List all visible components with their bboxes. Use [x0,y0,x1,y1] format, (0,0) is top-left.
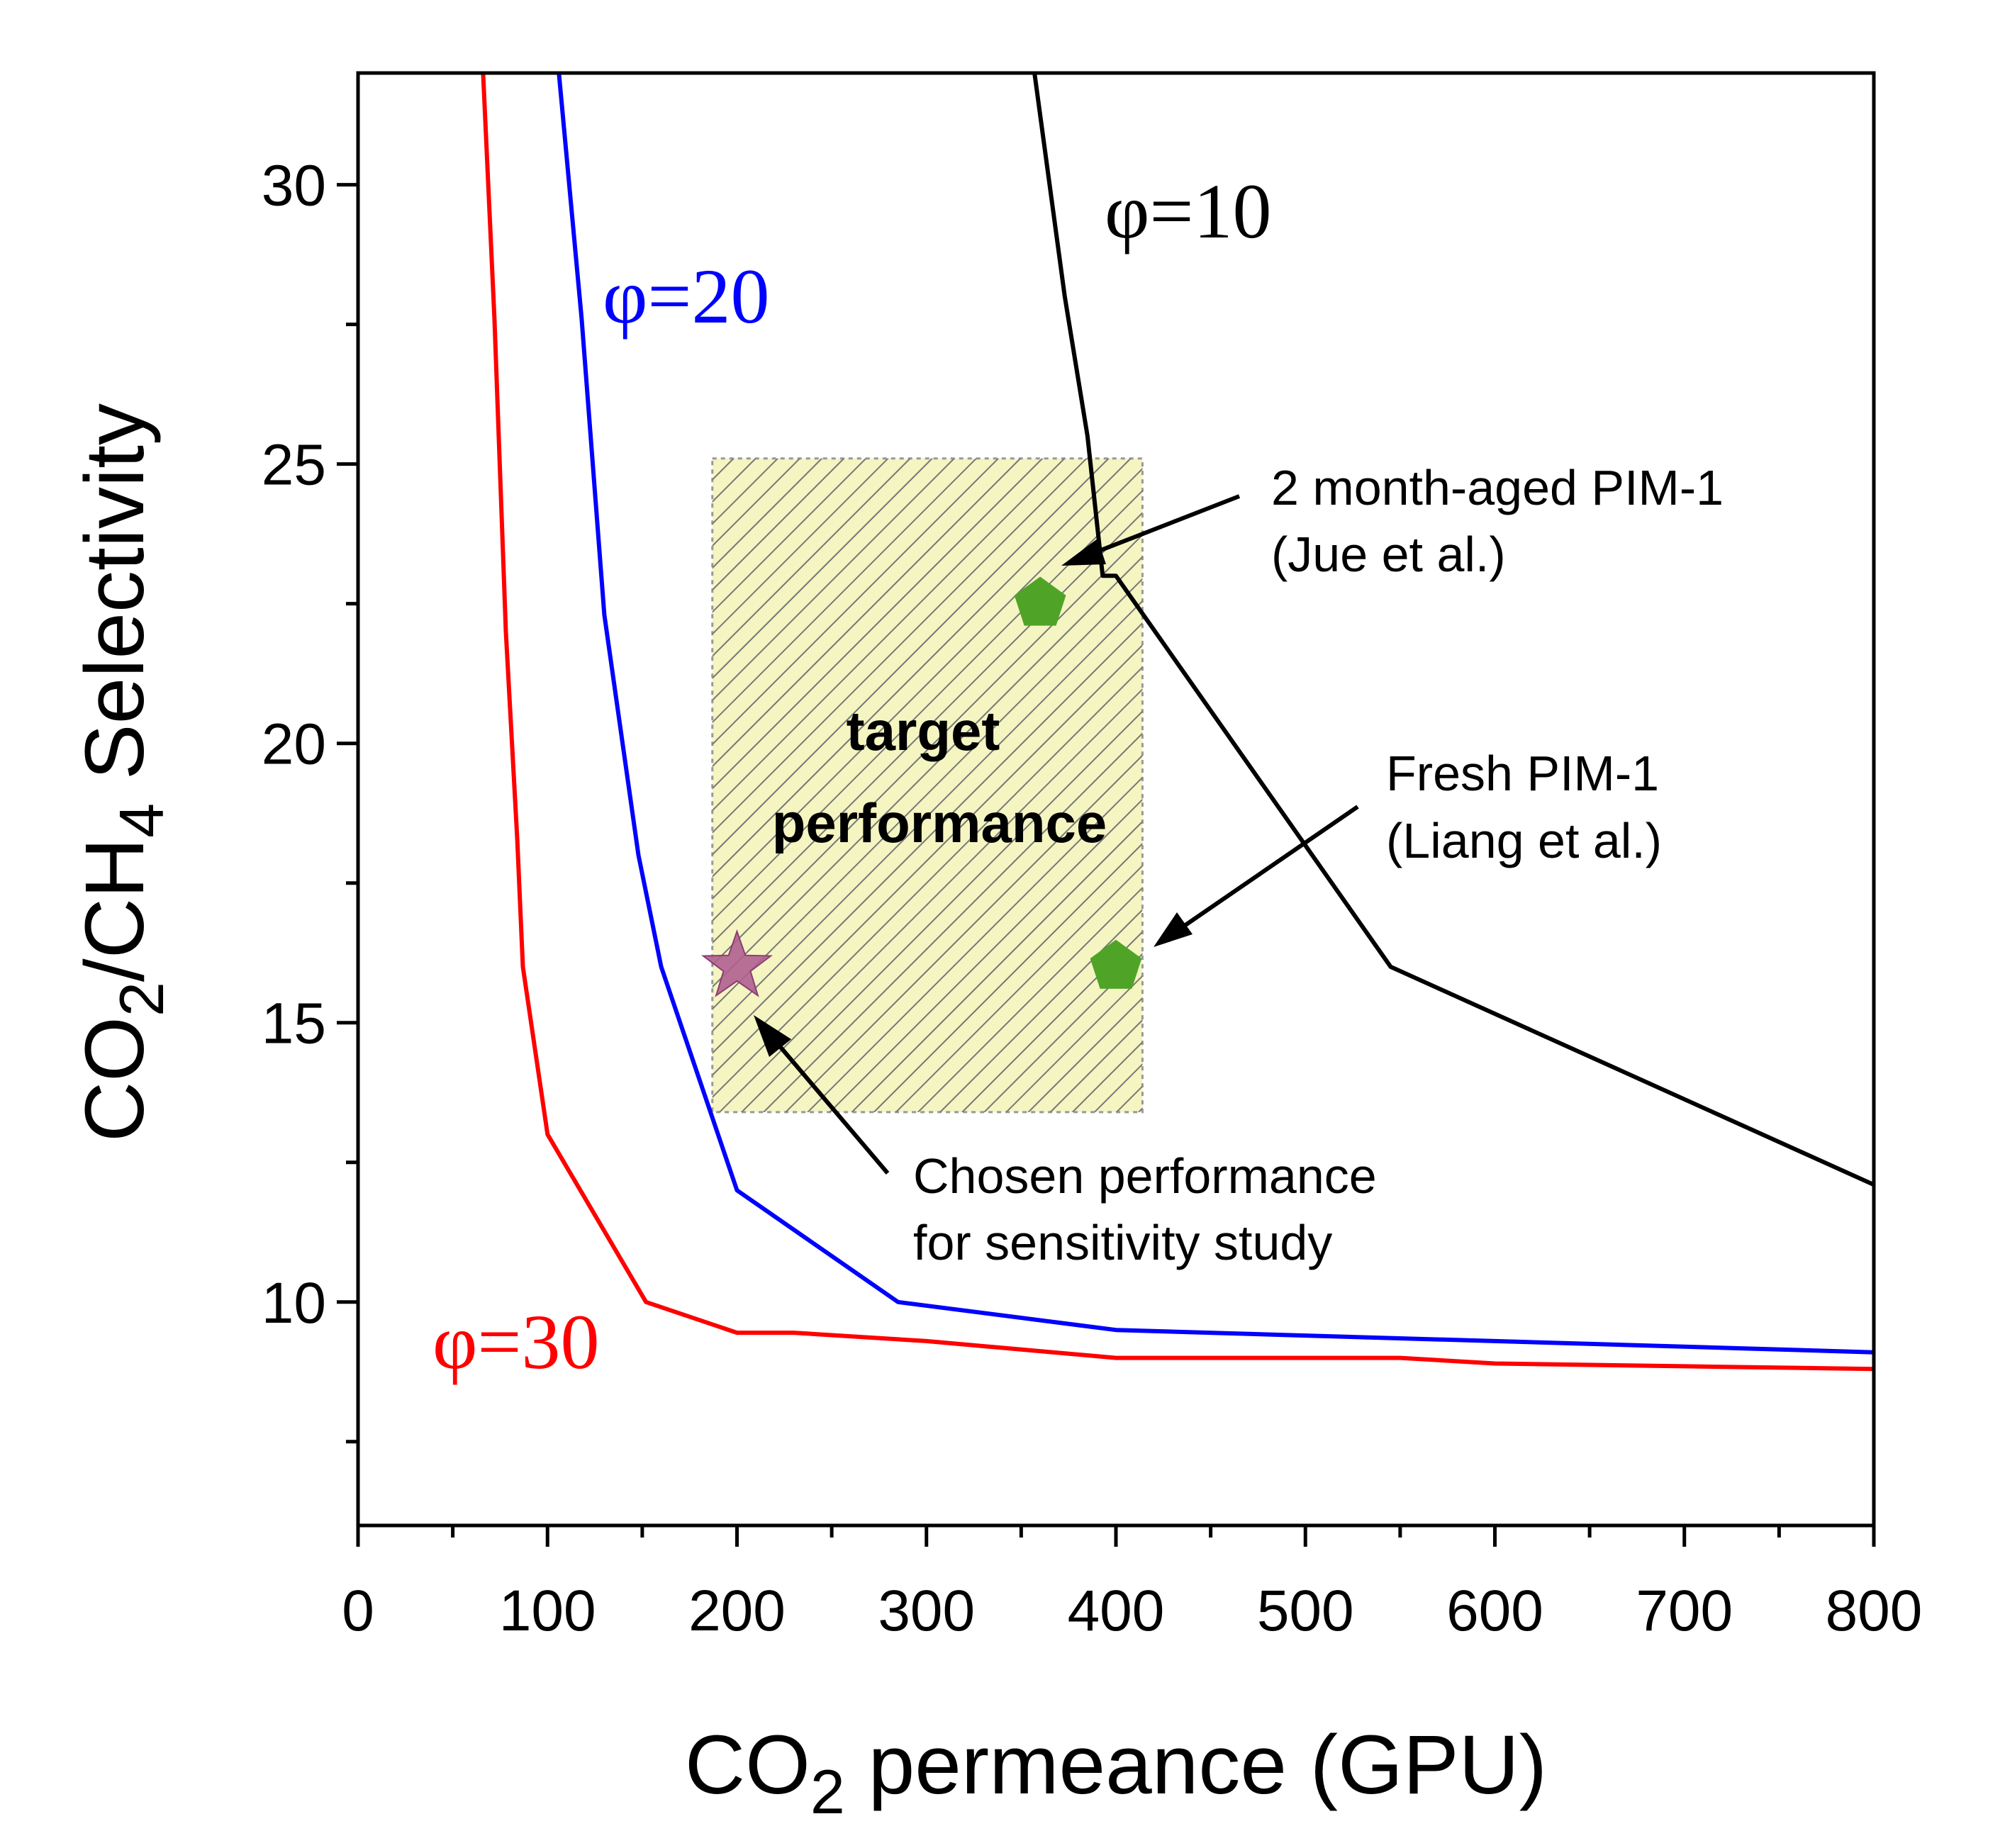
target-region-hatch [712,458,1143,1112]
arrow-chosen [769,1035,890,1175]
annotation-aged-pim1-line2: (Jue et al.) [1271,527,1506,582]
marker-fresh-pim1 [1090,939,1142,989]
annotation-arrows [754,494,1359,1175]
series-line-phi10 [1032,73,1874,1187]
x-tick-label: 400 [1068,1579,1165,1643]
series-label-phi30: φ=30 [432,1299,600,1385]
y-tick-label: 30 [262,154,326,218]
y-tick-label: 15 [262,992,326,1056]
x-tick-label: 200 [688,1579,786,1643]
marker-aged-pim1 [1014,576,1066,626]
target-region [711,457,1144,1114]
arrowhead-chosen [754,1015,791,1057]
series-line-phi30 [481,73,1874,1372]
arrowhead-fresh-pim1 [1154,912,1193,947]
x-axis-title: CO2 permeance (GPU) [685,1718,1547,1827]
annotation-chosen-line2: for sensitivity study [913,1215,1332,1270]
x-tick-label: 100 [499,1579,596,1643]
x-tick-label: 300 [878,1579,975,1643]
x-tick-label: 500 [1257,1579,1354,1643]
y-axis-title: CO2/CH4 Selectivity [68,403,177,1142]
series-layer [481,73,1874,1372]
series-label-phi20: φ=20 [603,253,770,340]
axis-layer: 0 100 200 300 400 500 600 700 800 10 15 20 25 30 [262,154,1923,1643]
x-tick-label: 0 [342,1579,374,1643]
x-tick-label: 700 [1636,1579,1733,1643]
marker-layer [701,576,1142,997]
y-tick-label: 20 [262,712,326,777]
y-tick-label: 25 [262,433,326,498]
annotation-fresh-pim1-line1: Fresh PIM-1 [1386,746,1659,801]
annotation-aged-pim1-line1: 2 month-aged PIM-1 [1271,460,1724,515]
x-tick-label: 600 [1446,1579,1543,1643]
arrowhead-aged-pim1 [1061,539,1106,566]
target-label-line2: performance [772,792,1107,854]
annotation-chosen-line1: Chosen performance [913,1148,1377,1204]
marker-chosen-performance [701,929,773,997]
y-tick-label: 10 [262,1271,326,1335]
series-label-phi10: φ=10 [1105,168,1272,254]
arrow-fresh-pim1 [1173,805,1359,935]
x-tick-label: 800 [1826,1579,1923,1643]
series-line-phi20 [557,73,1874,1355]
annotation-fresh-pim1-line2: (Liang et al.) [1386,813,1662,868]
arrow-aged-pim1 [1083,494,1241,559]
target-label-line1: target [847,700,1000,762]
